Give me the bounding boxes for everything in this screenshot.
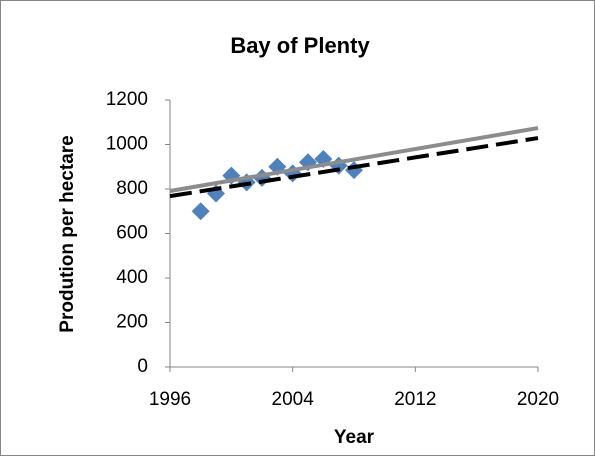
y-tick-label: 400 (116, 267, 148, 288)
x-tick-label: 2012 (394, 389, 436, 410)
y-tick-label: 1000 (106, 134, 148, 155)
y-tick-label: 1200 (106, 89, 148, 110)
y-tick-label: 200 (116, 312, 148, 333)
y-axis-label: Prodution per hectare (57, 135, 78, 332)
y-tick-label: 600 (116, 223, 148, 244)
x-tick-label: 1996 (149, 389, 191, 410)
y-tick-label: 0 (137, 356, 148, 377)
x-axis-label: Year (334, 427, 375, 448)
point (191, 202, 210, 221)
x-tick-label: 2020 (517, 389, 559, 410)
chart-title: Bay of Plenty (230, 33, 370, 58)
trend-line (169, 126, 539, 193)
trend-line (169, 136, 539, 199)
y-tick-label: 800 (116, 178, 148, 199)
x-tick-label: 2004 (272, 389, 315, 410)
